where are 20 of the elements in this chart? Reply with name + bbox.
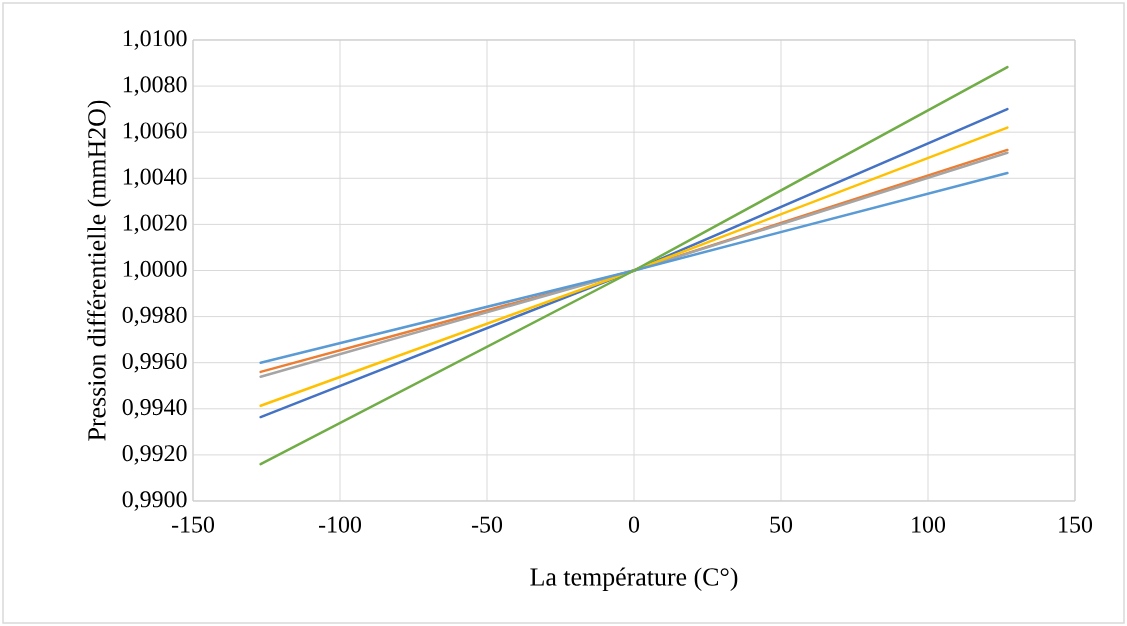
y-tick-label: 1,0020	[123, 214, 187, 235]
x-axis-title: La température (C°)	[530, 567, 738, 592]
x-tick-label: -100	[318, 516, 362, 533]
y-tick-label: 1,0100	[123, 30, 187, 50]
y-axis-title: Pression différentielle (mmH2O)	[87, 100, 111, 441]
y-tick-label: 1,0060	[123, 122, 187, 142]
y-tick-label: 0,9960	[122, 352, 187, 373]
x-tick-label: 150	[1059, 516, 1093, 533]
x-tick-label: 0	[628, 516, 640, 533]
y-tick-label: 0,9980	[122, 306, 187, 327]
y-tick-label: 0,9920	[122, 445, 187, 465]
x-tick-label: -150	[171, 516, 215, 533]
y-tick-label: 1,0000	[123, 260, 187, 281]
y-tick-label: 1,0040	[123, 168, 187, 189]
y-tick-label: 0,9940	[122, 398, 187, 419]
x-tick-label: 50	[770, 516, 793, 533]
x-tick-label: 100	[912, 516, 946, 533]
x-tick-label: -50	[471, 516, 503, 533]
y-tick-label: 0,9900	[122, 491, 187, 511]
y-tick-label: 1,0080	[123, 76, 187, 96]
